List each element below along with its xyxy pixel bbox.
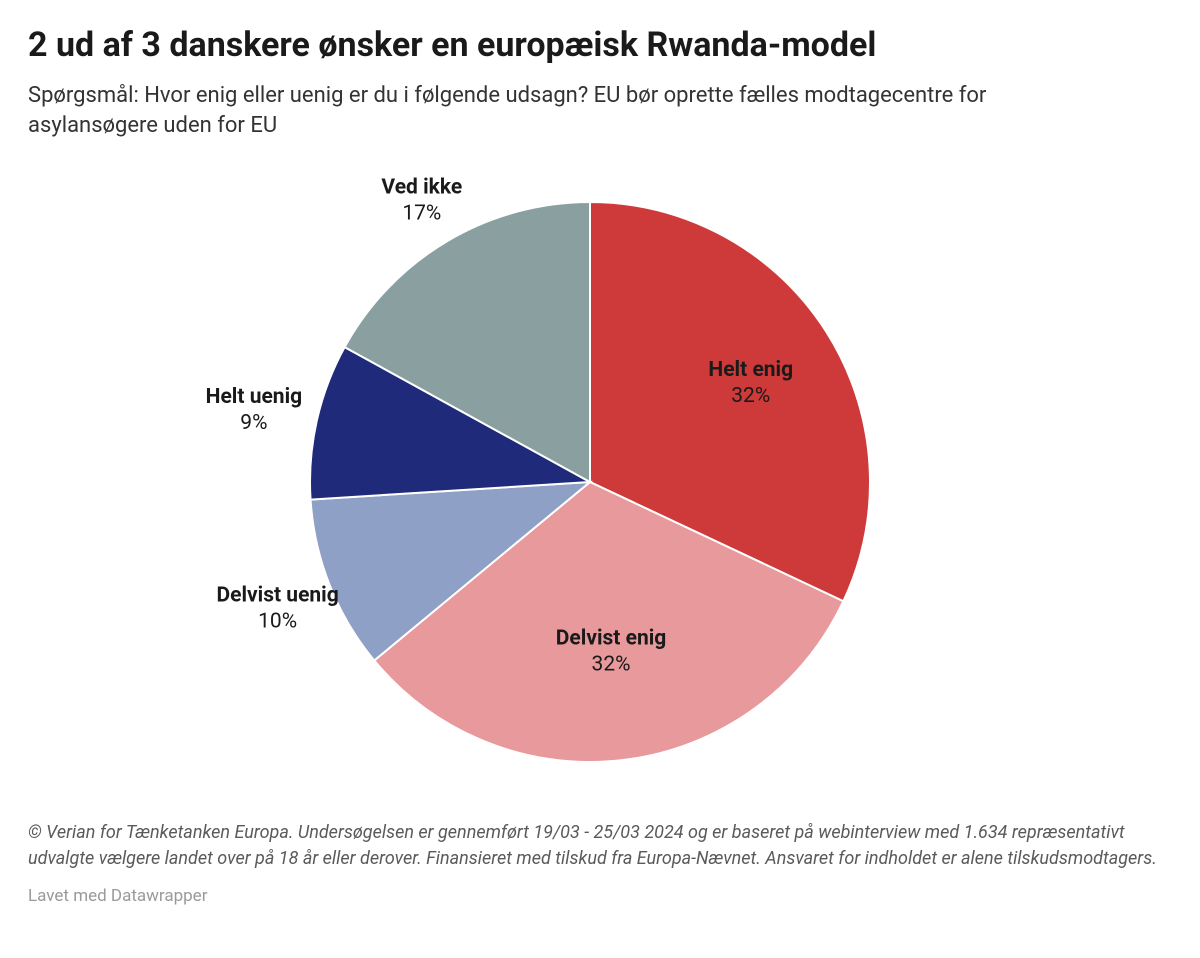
- slice-percent: 10%: [258, 610, 297, 634]
- slice-label: Delvist enig: [556, 627, 667, 651]
- slice-label: Helt enig: [708, 358, 793, 382]
- pie-chart-container: Helt enig32%Delvist enig32%Delvist uenig…: [28, 162, 1172, 802]
- slice-percent: 17%: [402, 202, 441, 226]
- pie-chart: Helt enig32%Delvist enig32%Delvist uenig…: [170, 162, 1030, 802]
- slice-label: Ved ikke: [381, 176, 462, 200]
- chart-credit: Lavet med Datawrapper: [28, 886, 1172, 906]
- slice-label: Delvist uenig: [216, 584, 338, 608]
- slice-percent: 9%: [240, 411, 267, 435]
- slice-percent: 32%: [731, 384, 770, 408]
- chart-subtitle: Spørgsmål: Hvor enig eller uenig er du i…: [28, 81, 1078, 143]
- chart-title: 2 ud af 3 danskere ønsker en europæisk R…: [28, 24, 1172, 67]
- chart-source-note: © Verian for Tænketanken Europa. Undersø…: [28, 820, 1168, 872]
- slice-percent: 32%: [592, 653, 631, 677]
- slice-label: Helt uenig: [206, 385, 302, 409]
